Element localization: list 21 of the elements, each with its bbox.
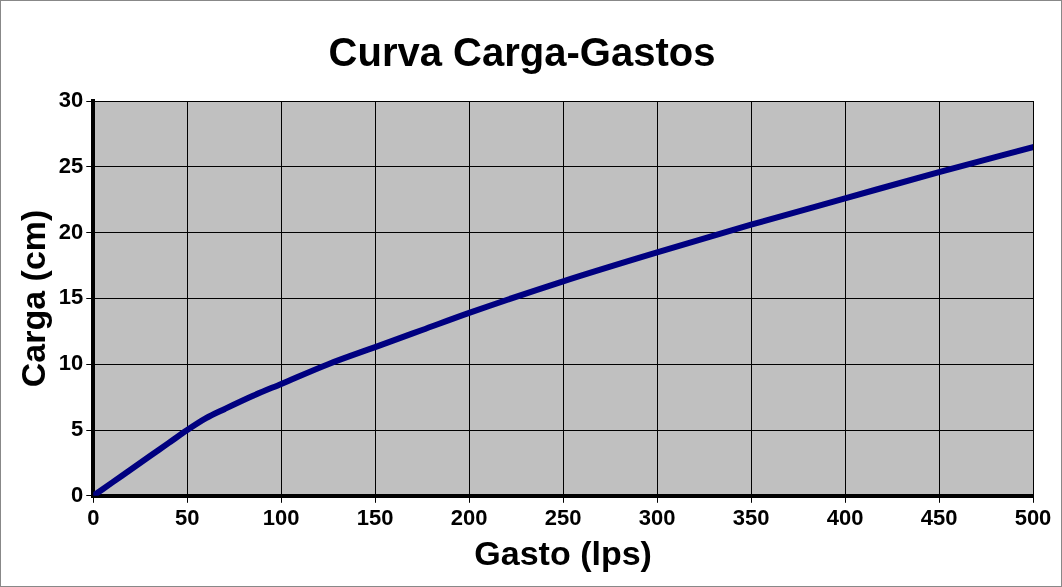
x-tick-label: 300 (638, 505, 676, 531)
x-tick-label: 450 (920, 505, 958, 531)
x-tick-label: 250 (544, 505, 582, 531)
chart-title: Curva Carga-Gastos (328, 30, 716, 75)
x-tick-label: 50 (175, 505, 200, 531)
x-tick-label: 100 (262, 505, 300, 531)
y-tick-label: 0 (71, 481, 84, 507)
x-tick-label: 500 (1014, 505, 1052, 531)
x-axis-title: Gasto (lps) (474, 533, 652, 572)
y-tick-label: 15 (58, 284, 84, 310)
y-tick-label: 30 (58, 87, 84, 113)
y-axis-title: Carga (cm) (13, 209, 52, 388)
y-tick-label: 5 (71, 416, 84, 442)
x-tick-label: 200 (450, 505, 488, 531)
x-tick-label: 0 (87, 505, 100, 531)
y-tick-label: 20 (58, 218, 84, 244)
x-tick-label: 400 (826, 505, 864, 531)
y-tick-label: 10 (58, 350, 84, 376)
y-tick-label: 25 (58, 152, 84, 178)
x-tick-label: 350 (732, 505, 770, 531)
x-tick-label: 150 (356, 505, 394, 531)
